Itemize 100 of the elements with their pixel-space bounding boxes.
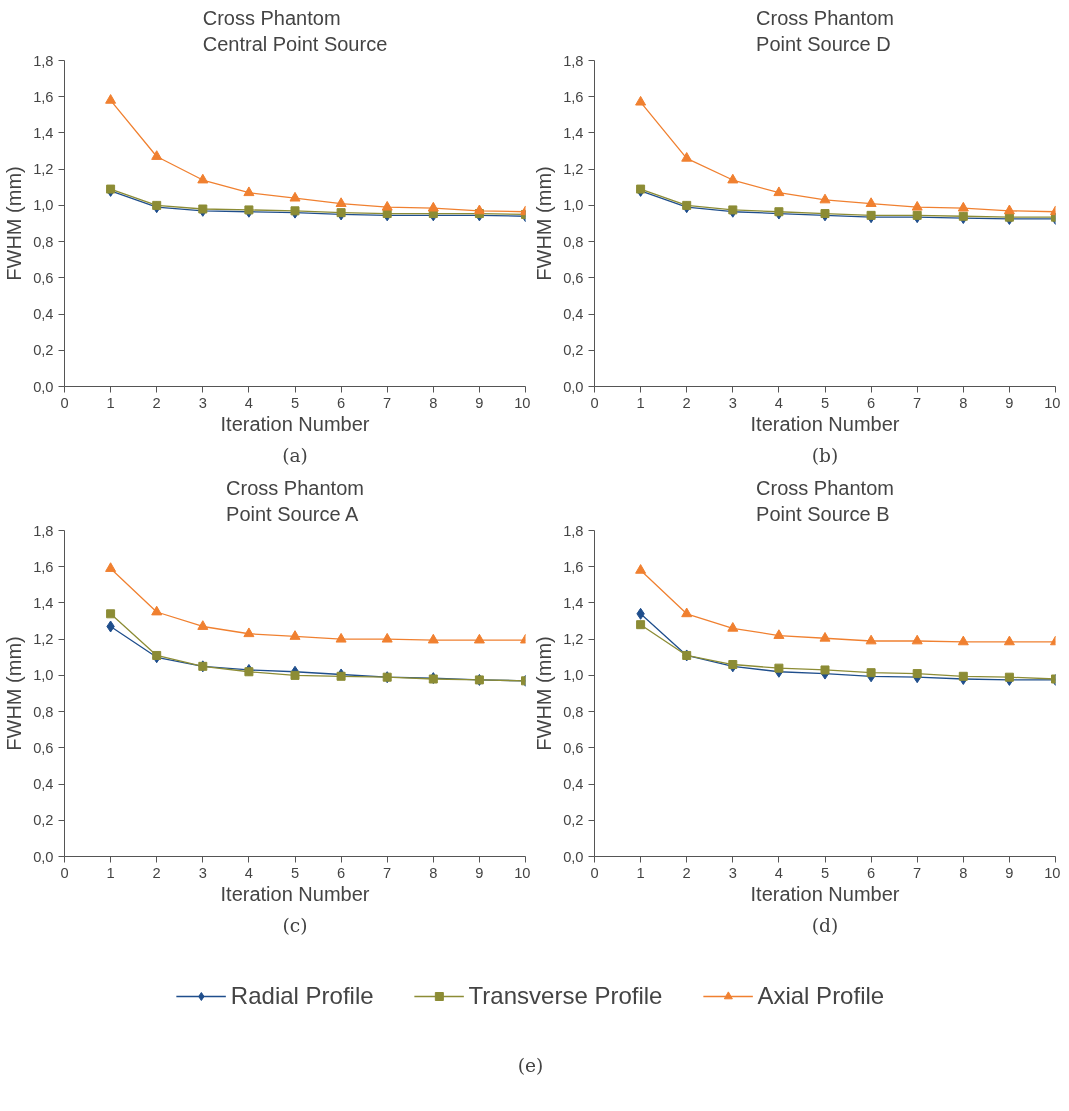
y-tick-label: 1,8 [563, 52, 584, 69]
x-tick-label: 2 [682, 864, 691, 881]
chart-title: Cross Phantom Point Source B [756, 477, 894, 526]
y-tick-label: 1,0 [563, 197, 584, 214]
y-tick-label: 1,2 [563, 631, 584, 648]
text: (d) [811, 914, 839, 936]
x-tick-label: 5 [290, 394, 300, 411]
y-tick-label: 0,4 [563, 776, 584, 793]
y-tick-label: 1,8 [563, 522, 584, 539]
x-tick-label: 1 [106, 864, 115, 881]
x-tick-label: 10 [514, 864, 531, 881]
x-axis-title: Iteration Number [220, 412, 370, 435]
x-tick-label: 3 [198, 864, 207, 881]
y-tick-label: 1,6 [33, 558, 54, 575]
x-tick-label: 5 [290, 864, 300, 881]
x-tick-label: 8 [959, 864, 968, 881]
x-tick-label: 0 [60, 394, 69, 411]
y-tick-label: 0,6 [563, 269, 584, 286]
x-tick-label: 9 [1005, 394, 1014, 411]
chart-title: Cross Phantom Point Source A [226, 477, 364, 526]
y-axis-title: FWHM (mm) [3, 636, 26, 751]
y-tick-label: 0,4 [563, 306, 584, 323]
y-tick-label: 1,4 [33, 124, 54, 141]
x-tick-label: 5 [820, 864, 830, 881]
text: (e) [517, 1054, 544, 1076]
x-axis-title: Iteration Number [750, 412, 900, 435]
x-tick-label: 2 [682, 394, 691, 411]
y-axis-title: FWHM (mm) [3, 166, 26, 281]
y-tick-label: 0,8 [33, 233, 54, 250]
y-tick-label: 0,8 [33, 703, 54, 720]
y-tick-label: 0,8 [563, 703, 584, 720]
legend-label: Radial Profile [230, 982, 374, 1010]
x-tick-label: 9 [475, 394, 484, 411]
y-axis-title: FWHM (mm) [533, 636, 556, 751]
y-tick-label: 0,6 [33, 269, 54, 286]
y-tick-label: 1,4 [563, 594, 584, 611]
x-tick-label: 0 [590, 394, 599, 411]
x-tick-label: 8 [959, 394, 968, 411]
x-tick-label: 1 [106, 394, 115, 411]
x-tick-label: 5 [820, 394, 830, 411]
x-tick-label: 3 [728, 864, 737, 881]
y-tick-label: 1,6 [33, 88, 54, 105]
y-tick-label: 0,2 [563, 342, 584, 359]
y-tick-label: 1,0 [563, 667, 584, 684]
chart-title: Cross Phantom Point Source D [756, 7, 894, 56]
y-tick-label: 0,6 [563, 739, 584, 756]
y-tick-label: 1,8 [33, 52, 54, 69]
x-tick-label: 7 [913, 864, 922, 881]
x-tick-label: 8 [429, 394, 438, 411]
y-tick-label: 0,2 [33, 812, 54, 829]
chart-title: Cross Phantom Central Point Source [202, 7, 388, 56]
y-tick-label: 1,2 [33, 631, 54, 648]
x-tick-label: 2 [152, 864, 161, 881]
x-tick-label: 7 [383, 394, 392, 411]
x-tick-label: 10 [1044, 864, 1061, 881]
x-tick-label: 8 [429, 864, 438, 881]
x-tick-label: 4 [244, 394, 253, 411]
x-tick-label: 4 [774, 864, 783, 881]
x-tick-label: 1 [636, 864, 645, 881]
y-tick-label: 0,8 [563, 233, 584, 250]
y-tick-label: 0,0 [563, 378, 584, 395]
x-tick-label: 7 [383, 864, 392, 881]
x-tick-label: 9 [475, 864, 484, 881]
y-tick-label: 1,2 [33, 161, 54, 178]
x-tick-label: 7 [913, 394, 922, 411]
y-tick-label: 1,2 [563, 161, 584, 178]
x-tick-label: 4 [244, 864, 253, 881]
text: (b) [811, 444, 839, 466]
x-tick-label: 10 [1044, 394, 1061, 411]
y-tick-label: 0,4 [33, 306, 54, 323]
x-tick-label: 6 [867, 864, 876, 881]
x-tick-label: 0 [590, 864, 599, 881]
y-tick-label: 0,0 [33, 848, 54, 865]
y-tick-label: 1,4 [563, 124, 584, 141]
x-tick-label: 3 [198, 394, 207, 411]
y-tick-label: 1,6 [563, 558, 584, 575]
legend-label: Transverse Profile [468, 982, 663, 1010]
x-tick-label: 0 [60, 864, 69, 881]
y-tick-label: 0,2 [563, 812, 584, 829]
y-tick-label: 0,6 [33, 739, 54, 756]
x-tick-label: 6 [867, 394, 876, 411]
legend-label: Axial Profile [757, 982, 885, 1010]
y-tick-label: 1,6 [563, 88, 584, 105]
text: (c) [282, 914, 308, 936]
y-tick-label: 0,0 [563, 848, 584, 865]
x-tick-label: 6 [337, 394, 346, 411]
x-axis-title: Iteration Number [220, 882, 370, 905]
x-tick-label: 3 [728, 394, 737, 411]
x-tick-label: 4 [774, 394, 783, 411]
x-tick-label: 10 [514, 394, 531, 411]
y-tick-label: 0,2 [33, 342, 54, 359]
y-axis-title: FWHM (mm) [533, 166, 556, 281]
x-tick-label: 2 [152, 394, 161, 411]
y-tick-label: 1,4 [33, 594, 54, 611]
x-tick-label: 1 [636, 394, 645, 411]
y-tick-label: 1,0 [33, 667, 54, 684]
x-tick-label: 6 [337, 864, 346, 881]
y-tick-label: 1,8 [33, 522, 54, 539]
y-tick-label: 1,0 [33, 197, 54, 214]
x-tick-label: 9 [1005, 864, 1014, 881]
